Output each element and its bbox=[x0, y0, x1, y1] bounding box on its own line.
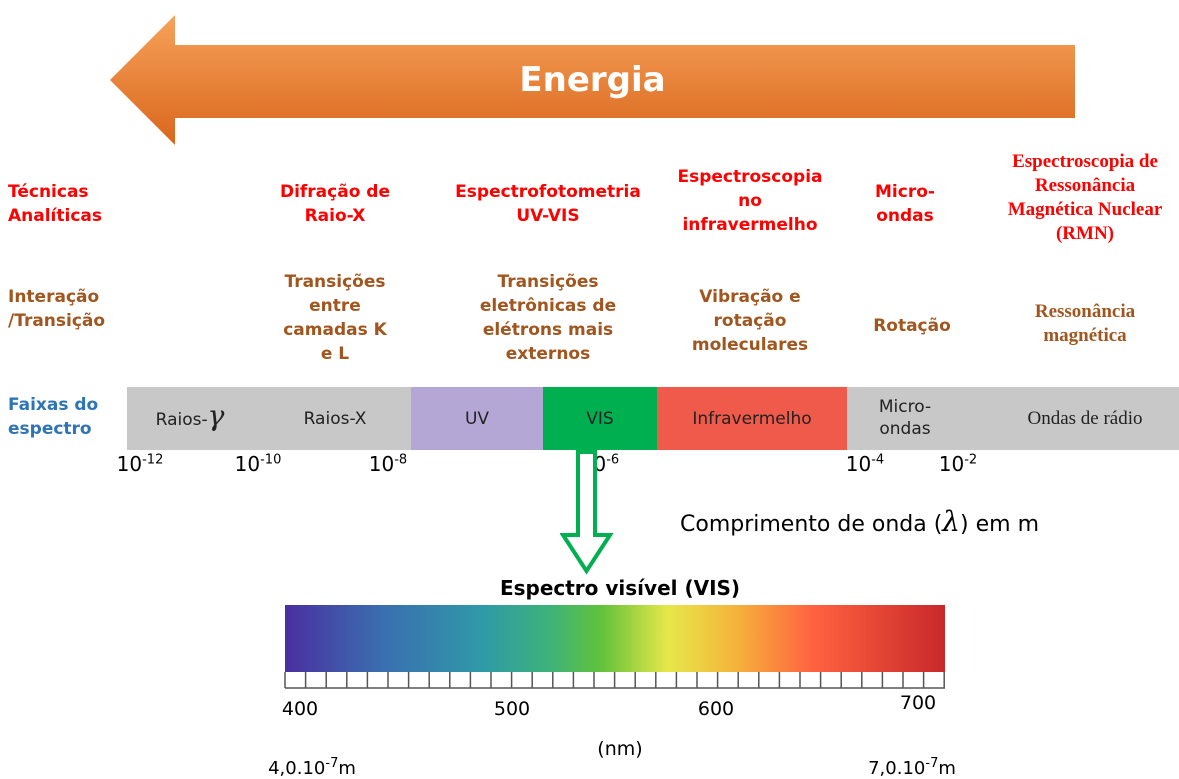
interaction: Ressonância magnética bbox=[1034, 301, 1136, 346]
end-wavelength: 7,0.10-7m bbox=[868, 756, 956, 779]
band-vis bbox=[543, 387, 657, 450]
tick-base: 10 bbox=[938, 452, 965, 476]
tick-exp: -6 bbox=[606, 452, 620, 468]
nm-unit: (nm) bbox=[597, 738, 643, 760]
wavelength-tick: 10-2 bbox=[939, 452, 977, 476]
interaction: Transições entre camadas K e L bbox=[283, 272, 387, 364]
energy-label: Energia bbox=[519, 60, 666, 100]
tick-base: 10 bbox=[234, 452, 261, 476]
tick-base: 10 bbox=[845, 452, 872, 476]
wavelength-tick: 10-10 bbox=[235, 452, 282, 476]
mantissa: 7,0.10 bbox=[868, 758, 926, 779]
nm-tick: 700 bbox=[899, 692, 937, 714]
band-ir bbox=[657, 387, 847, 450]
exponent: -7 bbox=[325, 756, 339, 771]
tick-base: 10 bbox=[116, 452, 143, 476]
band-label: UV bbox=[464, 409, 490, 429]
tick-exp: -12 bbox=[142, 452, 164, 468]
band-gamma-x bbox=[127, 387, 411, 450]
interaction: Rotação bbox=[873, 316, 951, 336]
green-arrow bbox=[560, 450, 614, 575]
unit: m bbox=[338, 758, 356, 779]
tick-exp: -4 bbox=[871, 452, 885, 468]
technique: Espectroscopia de Ressonância Magnética … bbox=[1007, 151, 1163, 244]
band-uv bbox=[411, 387, 543, 450]
axis-label: Comprimento de onda (λ) em m bbox=[680, 505, 1039, 538]
visible-gradient bbox=[285, 605, 945, 672]
band-label: VIS bbox=[586, 409, 614, 429]
gamma-symbol: γ bbox=[207, 399, 225, 432]
interaction: Transições eletrônicas de elétrons mais … bbox=[479, 272, 617, 364]
tick-base: 10 bbox=[368, 452, 395, 476]
technique: Difração de Raio-X bbox=[279, 182, 391, 226]
row-label: Faixas do espectro bbox=[8, 395, 99, 439]
band-label: Raios-γ bbox=[155, 402, 225, 431]
start-wavelength: 4,0.10-7m bbox=[268, 756, 356, 779]
technique: Micro-ondas bbox=[875, 182, 935, 226]
wavelength-tick: 10-8 bbox=[369, 452, 407, 476]
tick-exp: -2 bbox=[964, 452, 978, 468]
tick-exp: -10 bbox=[260, 452, 282, 468]
interaction: Vibração e rotação moleculares bbox=[691, 287, 809, 355]
band-label: Ondas de rádio bbox=[1027, 408, 1143, 429]
lambda: λ bbox=[942, 505, 961, 538]
mantissa: 4,0.10 bbox=[268, 758, 326, 779]
unit: m bbox=[938, 758, 956, 779]
band-label: Infravermelho bbox=[692, 409, 812, 429]
axis-label-text: ) em m bbox=[960, 512, 1039, 537]
wavelength-tick: 10-12 bbox=[117, 452, 164, 476]
technique: Espectrofotometria UV-VIS bbox=[455, 182, 641, 226]
band-micro-radio bbox=[847, 387, 1179, 450]
tick-exp: -8 bbox=[394, 452, 408, 468]
exponent: -7 bbox=[925, 756, 939, 771]
wavelength-tick: 10-4 bbox=[846, 452, 884, 476]
band-label: Raios-X bbox=[303, 409, 367, 429]
nm-tick: 600 bbox=[697, 698, 735, 720]
row-label: Técnicas Analíticas bbox=[8, 182, 103, 226]
band-label: Micro-ondas bbox=[878, 397, 932, 439]
nm-tick: 400 bbox=[281, 698, 319, 720]
row-label: Interação /Transição bbox=[8, 287, 106, 331]
band-label: Raios- bbox=[155, 410, 208, 430]
visible-title: Espectro visível (VIS) bbox=[499, 576, 741, 600]
green-arrow-shape bbox=[560, 450, 614, 575]
technique: Espectroscopia no infravermelho bbox=[677, 167, 823, 235]
axis-label-text: Comprimento de onda ( bbox=[680, 512, 943, 537]
ruler bbox=[284, 672, 945, 689]
nm-tick: 500 bbox=[493, 698, 531, 720]
energy-arrow bbox=[110, 15, 1075, 145]
